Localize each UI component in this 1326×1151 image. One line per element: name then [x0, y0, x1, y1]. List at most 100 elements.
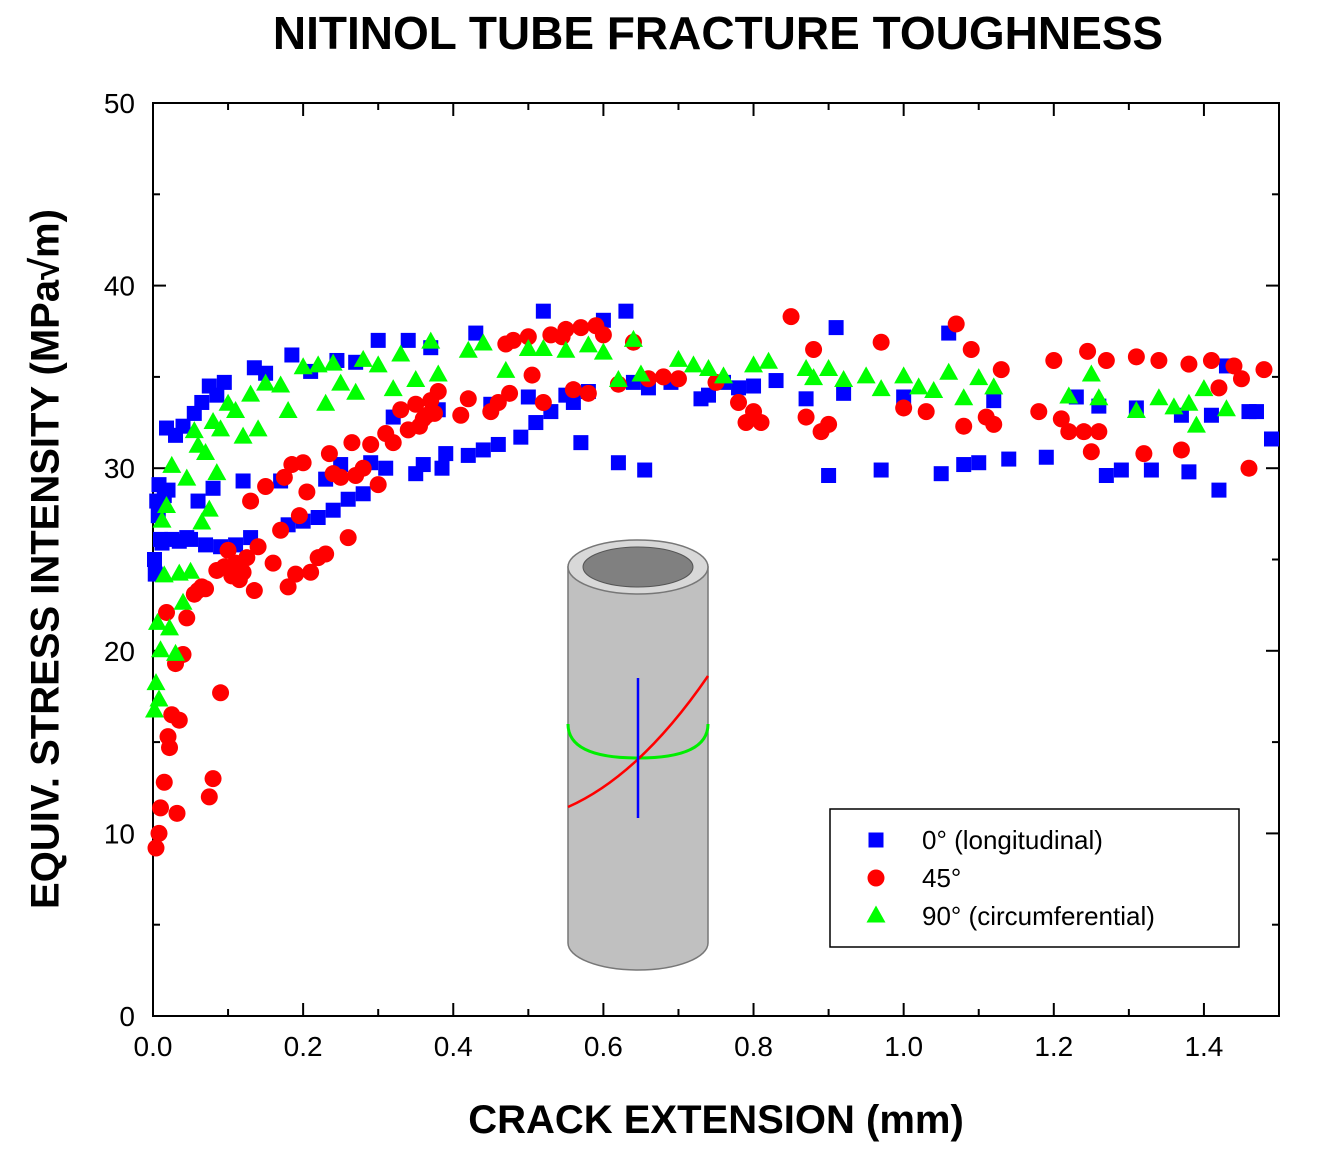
data-point-circle: [320, 445, 338, 463]
data-point-triangle: [533, 338, 553, 356]
data-point-triangle: [1216, 399, 1236, 417]
data-point-circle: [1172, 441, 1190, 459]
series-circle: [147, 308, 1273, 857]
data-point-square: [1203, 407, 1219, 423]
data-point-circle: [238, 549, 256, 567]
data-point-triangle: [199, 499, 219, 517]
data-point-circle: [429, 383, 447, 401]
data-point-triangle: [796, 359, 816, 377]
data-point-square: [175, 418, 191, 434]
tube-bore: [582, 546, 694, 588]
data-point-triangle: [323, 353, 343, 371]
data-point-square: [610, 455, 626, 471]
data-point-square: [986, 393, 1002, 409]
data-point-circle: [178, 609, 196, 627]
data-point-square: [209, 387, 225, 403]
chart-title: NITINOL TUBE FRACTURE TOUGHNESS: [272, 7, 1164, 59]
data-point-circle: [158, 603, 176, 621]
data-point-circle: [669, 370, 687, 388]
y-tick-label: 40: [104, 271, 135, 302]
data-point-circle: [504, 331, 522, 349]
data-point-square: [370, 332, 386, 348]
series-square: [147, 303, 1279, 582]
data-point-circle: [534, 393, 552, 411]
data-point-square: [147, 552, 163, 567]
data-point-triangle: [1149, 388, 1169, 406]
data-point-circle: [523, 366, 541, 384]
data-point-circle: [249, 538, 267, 556]
data-point-circle: [947, 315, 965, 333]
x-axis-label: CRACK EXTENSION (mm): [468, 1098, 964, 1142]
data-point-circle: [242, 492, 260, 510]
data-point-square: [235, 473, 251, 489]
data-point-triangle: [346, 382, 366, 400]
data-point-circle: [489, 393, 507, 411]
data-point-circle: [354, 459, 372, 477]
data-point-circle: [895, 399, 913, 417]
data-point-triangle: [518, 338, 538, 356]
data-point-square: [198, 537, 214, 553]
data-point-circle: [200, 788, 218, 806]
data-point-triangle: [181, 561, 201, 579]
data-point-circle: [152, 799, 170, 817]
data-point-circle: [275, 468, 293, 486]
data-point-circle: [519, 328, 537, 346]
data-point-triangle: [211, 419, 231, 437]
data-point-square: [205, 480, 221, 496]
data-point-square: [378, 460, 394, 476]
data-point-square: [400, 332, 416, 348]
data-point-square: [194, 394, 210, 410]
data-point-square: [828, 320, 844, 336]
data-point-circle: [264, 554, 282, 572]
data-point-triangle: [1194, 379, 1214, 397]
x-tick-label: 1.2: [1034, 1031, 1073, 1062]
data-point-circle: [204, 770, 222, 788]
data-point-circle: [1150, 351, 1168, 369]
data-point-triangle: [196, 443, 216, 461]
data-point-triangle: [744, 355, 764, 373]
data-point-circle: [245, 582, 263, 600]
data-point-triangle: [421, 331, 441, 349]
data-point-triangle: [1081, 364, 1101, 382]
x-tick-label: 0.2: [284, 1031, 323, 1062]
data-point-triangle: [1186, 415, 1206, 433]
data-point-circle: [161, 739, 179, 757]
data-point-circle: [339, 529, 357, 547]
y-tick-label: 50: [104, 88, 135, 119]
data-point-triangle: [954, 388, 974, 406]
data-point-triangle: [714, 366, 734, 384]
data-point-triangle: [391, 344, 411, 362]
x-tick-label: 0.0: [134, 1031, 173, 1062]
data-point-square: [573, 435, 589, 451]
data-point-triangle: [308, 355, 328, 373]
data-point-square: [618, 303, 634, 319]
data-point-triangle: [271, 375, 291, 393]
data-point-triangle: [151, 640, 171, 658]
data-point-square: [700, 387, 716, 403]
data-point-circle: [1060, 423, 1078, 441]
data-point-triangle: [173, 592, 193, 610]
data-point-triangle: [1179, 393, 1199, 411]
data-point-circle: [279, 578, 297, 596]
data-point-triangle: [157, 496, 177, 514]
series-triangle: [145, 329, 1236, 718]
data-point-circle: [572, 319, 590, 337]
y-tick-label: 20: [104, 636, 135, 667]
data-point-circle: [197, 580, 215, 598]
data-point-triangle: [458, 340, 478, 358]
data-point-circle: [150, 824, 168, 842]
data-point-circle: [459, 390, 477, 408]
data-point-circle: [407, 395, 425, 413]
data-point-circle: [1180, 355, 1198, 373]
data-point-circle: [1255, 361, 1273, 379]
data-point-circle: [564, 381, 582, 399]
data-point-triangle: [406, 370, 426, 388]
data-point-square: [637, 462, 653, 478]
x-tick-label: 0.8: [734, 1031, 773, 1062]
data-point-square: [1001, 451, 1017, 467]
data-point-square: [468, 325, 484, 341]
data-point-circle: [452, 406, 470, 424]
data-point-square: [434, 460, 450, 476]
data-point-circle: [287, 565, 305, 583]
